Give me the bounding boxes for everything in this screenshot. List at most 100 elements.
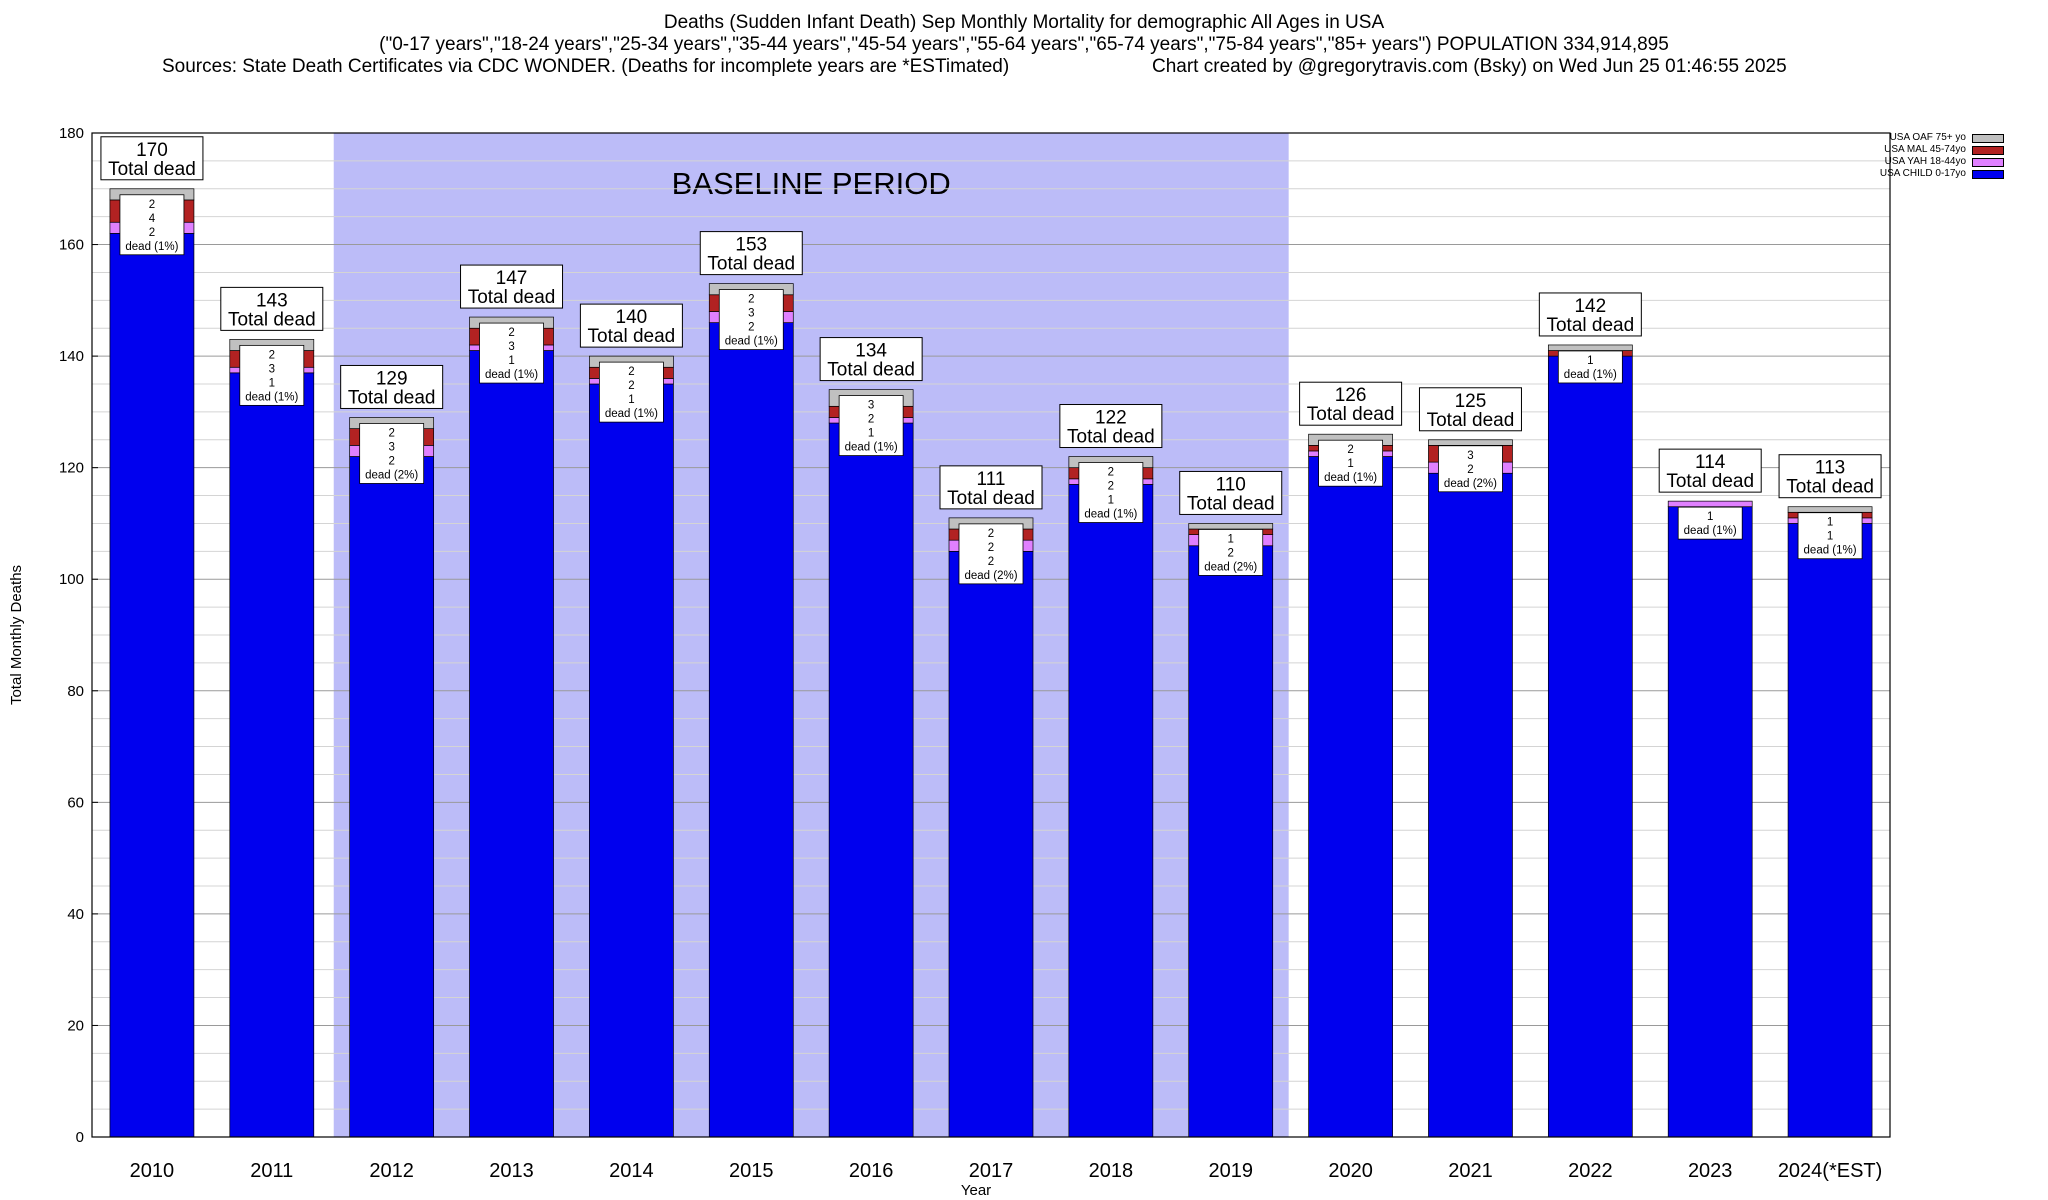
- bar-segment: [948, 550, 1034, 1138]
- segment-label: 2: [149, 227, 155, 239]
- total-value: 111: [977, 469, 1006, 490]
- segment-label: 1: [1228, 533, 1234, 545]
- x-tick-label: 2022: [1568, 1160, 1613, 1182]
- x-tick-label: 2021: [1448, 1160, 1493, 1182]
- x-tick-label: 2017: [969, 1160, 1014, 1182]
- total-label: Total dead: [1187, 493, 1275, 514]
- segment-label: 2: [748, 322, 754, 334]
- segment-label: 2: [388, 427, 394, 439]
- x-tick-label: 2018: [1089, 1160, 1134, 1182]
- segment-label: 3: [269, 363, 275, 375]
- bar-segment: [1188, 523, 1274, 530]
- bar-segment: [1188, 545, 1274, 1138]
- x-tick-label: 2019: [1208, 1160, 1253, 1182]
- segment-label-box: [359, 423, 425, 484]
- total-value: 125: [1455, 391, 1487, 412]
- segment-label: 2: [1467, 464, 1473, 476]
- legend: USA OAF 75+ yo USA MAL 45-74yo USA YAH 1…: [1880, 132, 2004, 180]
- total-value: 113: [1815, 458, 1845, 479]
- segment-label-box: [838, 395, 904, 456]
- y-axis-label: Total Monthly Deaths: [8, 565, 25, 705]
- x-tick-label: 2011: [250, 1160, 293, 1182]
- segment-label: 2: [149, 199, 155, 211]
- segment-label: dead (1%): [1324, 472, 1377, 484]
- total-label-box: [1658, 448, 1762, 493]
- segment-label: 1: [1827, 517, 1833, 529]
- segment-label: 1: [1108, 495, 1114, 507]
- chart-subtitle: ("0-17 years","18-24 years","25-34 years…: [379, 34, 1669, 55]
- bar-segment: [1547, 355, 1633, 1138]
- total-label: Total dead: [947, 488, 1035, 509]
- segment-label: 2: [628, 380, 634, 392]
- segment-label: dead (1%): [245, 391, 298, 403]
- total-value: 129: [376, 368, 408, 389]
- total-label-box: [699, 231, 803, 276]
- total-label: Total dead: [588, 326, 676, 347]
- legend-label: USA CHILD 0-17yo: [1879, 168, 1966, 179]
- segment-label-box: [1677, 506, 1743, 540]
- segment-label: dead (1%): [125, 241, 178, 253]
- x-tick-label: 2014: [609, 1160, 654, 1182]
- segment-label-box: [1438, 445, 1503, 493]
- segment-label: 2: [269, 349, 275, 361]
- segment-label: 1: [1347, 458, 1353, 470]
- bar-segment: [1667, 506, 1753, 1138]
- segment-label-box: [718, 289, 784, 351]
- segment-label: 2: [508, 327, 514, 339]
- segment-label: 2: [1108, 481, 1114, 493]
- segment-label: dead (1%): [845, 442, 898, 454]
- segment-label: 2: [988, 542, 994, 554]
- segment-label: dead (1%): [1084, 509, 1137, 521]
- total-value: 143: [256, 290, 288, 311]
- bar-segment: [229, 372, 315, 1138]
- total-label-box: [220, 286, 324, 331]
- segment-label-box: [1198, 529, 1264, 576]
- legend-item: USA OAF 75+ yo: [1880, 132, 2004, 144]
- total-label-box: [1418, 387, 1522, 432]
- segment-label-box: [599, 361, 664, 423]
- segment-label-box: [1797, 512, 1863, 560]
- y-tick-label: 140: [59, 348, 84, 365]
- total-label: Total dead: [827, 360, 915, 381]
- legend-swatch: [1972, 145, 2004, 155]
- segment-label: 1: [269, 377, 275, 389]
- bar-segment: [349, 456, 435, 1138]
- segment-label: 1: [508, 355, 514, 367]
- total-label-box: [819, 337, 923, 382]
- segment-label: dead (1%): [1684, 525, 1737, 537]
- segment-label: dead (1%): [1804, 545, 1857, 557]
- total-label: Total dead: [108, 159, 196, 180]
- y-tick-label: 20: [67, 1017, 84, 1034]
- y-tick-label: 180: [59, 125, 84, 142]
- legend-label: USA OAF 75+ yo: [1889, 132, 1966, 143]
- segment-label: 2: [868, 414, 874, 426]
- total-label-box: [939, 465, 1043, 510]
- x-tick-label: 2016: [849, 1160, 894, 1182]
- total-label-box: [1059, 404, 1163, 449]
- bar-segment: [1428, 439, 1513, 446]
- total-value: 142: [1574, 296, 1606, 317]
- total-label-box: [100, 136, 204, 181]
- bar-segment: [708, 322, 794, 1138]
- segment-label: dead (1%): [485, 369, 538, 381]
- segment-label: 2: [988, 528, 994, 540]
- total-label: Total dead: [228, 309, 316, 330]
- total-label: Total dead: [1786, 477, 1874, 498]
- x-tick-label: 2010: [130, 1160, 175, 1182]
- segment-label-box: [1318, 439, 1383, 487]
- total-value: 153: [735, 235, 767, 256]
- segment-label: 2: [628, 366, 634, 378]
- total-label: Total dead: [707, 254, 795, 275]
- bar-segment: [1428, 472, 1513, 1138]
- segment-label: 2: [1228, 547, 1234, 559]
- segment-label: 1: [628, 394, 634, 406]
- segment-label: dead (1%): [605, 408, 658, 420]
- bar-segment: [589, 383, 674, 1138]
- bar-segment: [828, 422, 914, 1138]
- legend-swatch: [1972, 157, 2004, 167]
- total-label-box: [1179, 470, 1283, 515]
- y-tick-label: 160: [59, 237, 84, 254]
- segment-label-box: [1078, 462, 1144, 523]
- segment-label: 2: [748, 294, 754, 306]
- segment-label-box: [119, 194, 185, 256]
